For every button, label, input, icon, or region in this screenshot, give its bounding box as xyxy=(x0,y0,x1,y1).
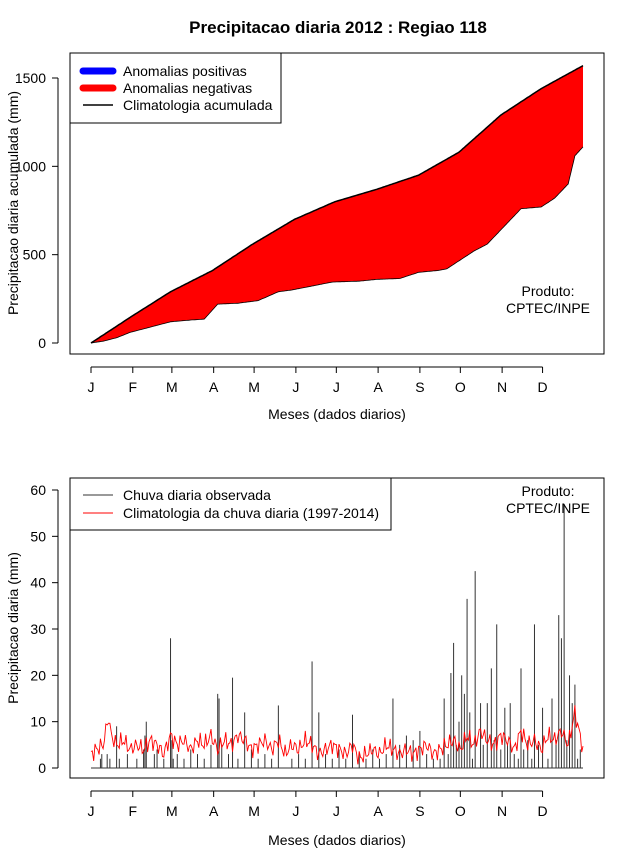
y-tick-label: 40 xyxy=(30,575,46,591)
y-tick-label: 0 xyxy=(38,335,46,351)
observed-cumulative-line xyxy=(90,146,584,344)
cumulative-plot-area xyxy=(90,64,584,344)
daily-legend-box xyxy=(69,477,392,531)
x-tick-label: O xyxy=(455,379,466,395)
daily-legend: Chuva diaria observada Climatologia da c… xyxy=(69,477,392,531)
y-tick-label: 20 xyxy=(30,667,46,683)
x-tick-label: A xyxy=(373,803,383,819)
x-tick-label: M xyxy=(166,379,178,395)
daily-y-axis: 0 10 20 30 40 50 60 xyxy=(30,482,59,776)
legend-label-climatology: Climatologia acumulada xyxy=(123,97,273,113)
climatology-daily-line xyxy=(90,705,584,765)
daily-x-label: Meses (dados diarios) xyxy=(268,832,406,848)
x-tick-label: J xyxy=(333,379,340,395)
x-tick-label: M xyxy=(248,803,260,819)
cumulative-legend: Anomalias positivas Anomalias negativas … xyxy=(69,52,282,124)
cumulative-y-label: Precipitacao diaria acumulada (mm) xyxy=(5,91,21,315)
y-tick-label: 500 xyxy=(23,247,47,263)
x-tick-label: A xyxy=(209,803,219,819)
y-tick-label: 60 xyxy=(30,482,46,498)
x-tick-label: A xyxy=(209,379,219,395)
y-tick-label: 10 xyxy=(30,714,46,730)
x-tick-label: D xyxy=(537,379,547,395)
x-tick-label: D xyxy=(537,803,547,819)
x-tick-label: J xyxy=(333,803,340,819)
cumulative-plot-frame xyxy=(69,52,605,355)
x-tick-label: J xyxy=(88,379,95,395)
daily-panel: 0 10 20 30 40 50 60 J F M A M J J A S O N D Meses (dados … xyxy=(5,477,605,848)
x-tick-label: J xyxy=(88,803,95,819)
x-tick-label: N xyxy=(497,803,507,819)
legend-label-climatology-daily: Climatologia da chuva diaria (1997-2014) xyxy=(123,505,379,521)
y-tick-label: 1500 xyxy=(15,70,46,86)
y-tick-label: 1000 xyxy=(15,158,46,174)
y-tick-label: 30 xyxy=(30,621,46,637)
cumulative-x-label: Meses (dados diarios) xyxy=(268,406,406,422)
cumulative-y-axis: 0 500 1000 1500 xyxy=(15,70,59,351)
climatology-cumulative-line xyxy=(90,64,584,344)
daily-product-source: CPTEC/INPE xyxy=(506,500,590,516)
negative-anomaly-area xyxy=(91,65,583,343)
x-tick-label: S xyxy=(415,379,424,395)
chart-title: Precipitacao diaria 2012 : Regiao 118 xyxy=(189,18,487,37)
x-tick-label: A xyxy=(373,379,383,395)
cumulative-panel: 0 500 1000 1500 J F M A M J J A S O N D Meses (dados d… xyxy=(5,52,605,422)
x-tick-label: J xyxy=(292,379,299,395)
x-tick-label: F xyxy=(129,803,138,819)
y-tick-label: 50 xyxy=(30,528,46,544)
cumulative-product-source: CPTEC/INPE xyxy=(506,300,590,316)
legend-label-negative: Anomalias negativas xyxy=(123,80,252,96)
x-tick-label: F xyxy=(129,379,138,395)
daily-y-label: Precipitacao diaria (mm) xyxy=(5,552,21,704)
daily-plot-area xyxy=(90,503,584,769)
daily-product-label: Produto: xyxy=(522,483,575,499)
x-tick-label: N xyxy=(497,379,507,395)
x-tick-label: M xyxy=(248,379,260,395)
cumulative-product-label: Produto: xyxy=(522,283,575,299)
x-tick-label: J xyxy=(292,803,299,819)
legend-label-positive: Anomalias positivas xyxy=(123,63,247,79)
y-tick-label: 0 xyxy=(38,760,46,776)
x-tick-label: S xyxy=(415,803,424,819)
legend-label-observed: Chuva diaria observada xyxy=(123,487,271,503)
x-tick-label: O xyxy=(455,803,466,819)
x-tick-label: M xyxy=(166,803,178,819)
